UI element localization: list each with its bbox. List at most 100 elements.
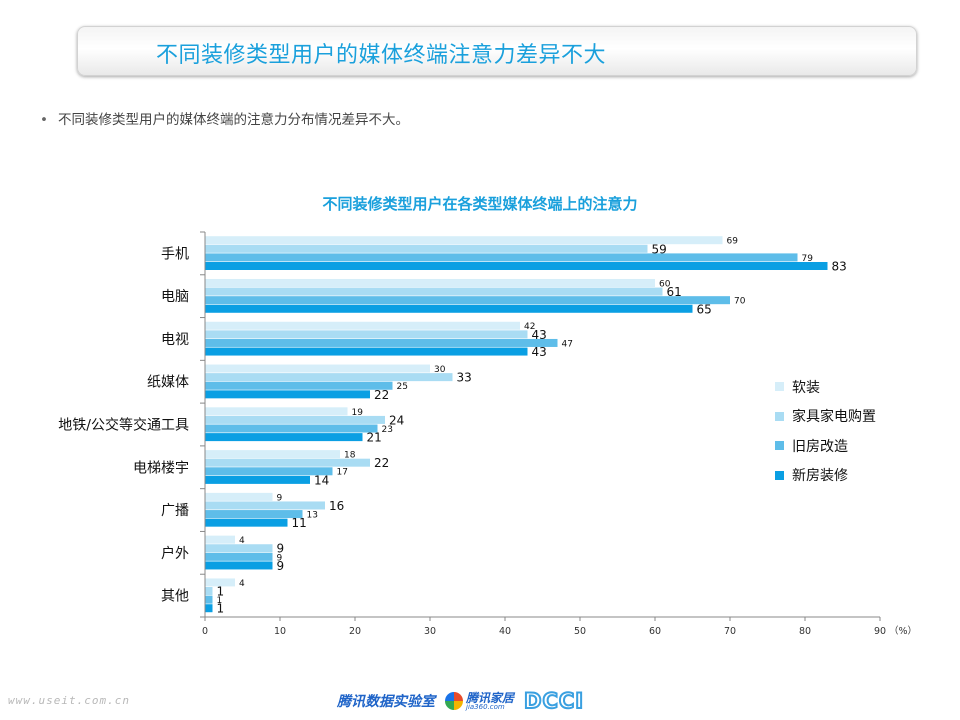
bar-7-1 — [205, 492, 273, 501]
bar-7-2 — [205, 501, 325, 510]
x-axis-unit: （%） — [889, 625, 917, 637]
category-label-6: 电梯楼宇 — [133, 460, 189, 476]
bar-6-1 — [205, 450, 340, 459]
bar-3-1 — [205, 321, 520, 330]
bar-1-4 — [205, 262, 828, 270]
x-tick-label-7: 70 — [724, 626, 736, 637]
data-label-3-1: 42 — [524, 322, 535, 332]
data-label-4-2: 33 — [457, 371, 472, 385]
data-label-7-1: 9 — [277, 493, 283, 503]
data-label-2-1: 60 — [659, 279, 671, 289]
bar-4-3 — [205, 381, 393, 390]
data-label-4-4: 22 — [374, 388, 389, 402]
data-label-1-1: 69 — [727, 237, 739, 247]
legend-label-4: 新房装修 — [792, 468, 848, 485]
data-label-8-3: 9 — [277, 553, 283, 563]
legend-item-2: 家具家电购置 — [775, 402, 876, 432]
jiaju-circle-icon — [445, 692, 463, 710]
bar-3-3 — [205, 338, 558, 347]
bar-6-4 — [205, 475, 310, 484]
category-label-9: 其他 — [161, 589, 189, 605]
category-label-8: 户外 — [161, 545, 189, 562]
bar-5-3 — [205, 424, 378, 433]
data-label-1-4: 83 — [832, 260, 847, 274]
legend-label-2: 家具家电购置 — [792, 409, 876, 426]
legend-item-4: 新房装修 — [775, 461, 876, 491]
bar-8-1 — [205, 535, 235, 544]
bar-5-4 — [205, 433, 363, 442]
bar-6-3 — [205, 467, 333, 476]
data-label-3-4: 43 — [532, 345, 547, 359]
bar-3-2 — [205, 330, 528, 339]
legend-swatch-4 — [775, 470, 784, 480]
data-label-7-2: 16 — [329, 499, 344, 513]
data-label-1-3: 79 — [802, 254, 814, 264]
bar-8-3 — [205, 552, 273, 561]
jiaju-sub: jia360.com — [466, 702, 505, 711]
data-label-4-1: 30 — [434, 365, 446, 375]
data-label-4-3: 25 — [397, 382, 408, 392]
slide-title: 不同装修类型用户的媒体终端注意力差异不大 — [156, 43, 607, 68]
tencent-jiaju-logo: 腾讯家居 jia360.com — [445, 692, 514, 711]
category-label-3: 电视 — [161, 332, 189, 348]
x-tick-label-2: 20 — [349, 626, 361, 637]
bar-2-1 — [205, 278, 655, 287]
bar-1-3 — [205, 253, 798, 262]
data-label-6-1: 18 — [344, 451, 356, 461]
x-tick-label-4: 40 — [499, 626, 511, 637]
footer-logos: 腾讯数据实验室 腾讯家居 jia360.com DCCI — [337, 688, 584, 714]
legend-label-3: 旧房改造 — [792, 438, 848, 455]
data-label-5-4: 21 — [367, 431, 382, 445]
bar-1-1 — [205, 236, 723, 245]
bar-3-4 — [205, 347, 528, 356]
bar-9-1 — [205, 578, 235, 587]
x-tick-label-0: 0 — [202, 626, 208, 637]
data-label-7-3: 13 — [307, 511, 318, 521]
data-label-9-2: 1 — [217, 585, 225, 599]
data-label-9-1: 4 — [239, 579, 245, 589]
bar-1-2 — [205, 244, 648, 253]
tencent-data-lab-logo: 腾讯数据实验室 — [337, 694, 435, 710]
bar-2-3 — [205, 296, 730, 305]
data-label-2-4: 65 — [697, 302, 712, 316]
bullet-point: • 不同装修类型用户的媒体终端的注意力分布情况差异不大。 — [40, 108, 409, 128]
x-tick-label-1: 10 — [274, 626, 286, 637]
bar-2-4 — [205, 304, 693, 313]
legend-item-1: 软装 — [775, 372, 876, 402]
bar-4-4 — [205, 390, 370, 399]
bar-4-2 — [205, 373, 453, 382]
x-tick-label-8: 80 — [799, 626, 811, 637]
data-label-5-3: 23 — [382, 425, 393, 435]
bar-6-2 — [205, 458, 370, 467]
legend-swatch-1 — [775, 382, 784, 392]
data-label-9-3: 1 — [217, 596, 223, 606]
category-label-1: 手机 — [161, 246, 189, 262]
data-label-5-2: 24 — [389, 413, 404, 427]
data-label-7-4: 11 — [292, 516, 307, 530]
data-label-2-2: 61 — [667, 285, 682, 299]
category-label-2: 电脑 — [161, 289, 189, 305]
bar-8-2 — [205, 544, 273, 553]
legend-swatch-3 — [775, 441, 784, 451]
data-label-9-4: 1 — [217, 602, 225, 616]
bullet-text: 不同装修类型用户的媒体终端的注意力分布情况差异不大。 — [57, 112, 409, 128]
dcci-logo: DCCI — [523, 688, 585, 714]
chart-title: 不同装修类型用户在各类型媒体终端上的注意力 — [322, 195, 638, 213]
bar-9-3 — [205, 595, 213, 604]
x-tick-label-6: 60 — [649, 626, 661, 637]
data-label-8-1: 4 — [239, 536, 245, 546]
bar-2-2 — [205, 287, 663, 296]
data-label-2-3: 70 — [734, 297, 746, 307]
legend-swatch-2 — [775, 411, 784, 421]
category-label-7: 广播 — [161, 503, 189, 519]
data-label-3-2: 43 — [532, 328, 547, 342]
data-label-6-2: 22 — [374, 456, 389, 470]
bar-4-1 — [205, 364, 430, 373]
data-label-8-4: 9 — [277, 559, 285, 573]
legend-item-3: 旧房改造 — [775, 431, 876, 461]
category-label-4: 纸媒体 — [147, 375, 189, 391]
category-label-5: 地铁/公交等交通工具 — [58, 417, 189, 434]
chart-legend: 软装家具家电购置 旧房改造新房装修 — [775, 372, 876, 490]
jiaju-name: 腾讯家居 — [466, 690, 515, 705]
